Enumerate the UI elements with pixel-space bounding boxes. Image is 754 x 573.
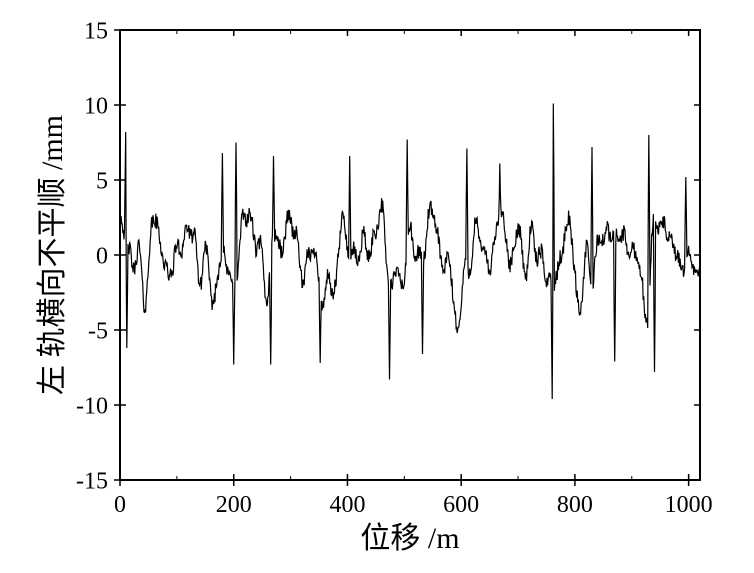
y-tick-label: 0	[96, 243, 108, 269]
y-axis-label: 左 轨横向不平顺 /mm	[36, 115, 69, 395]
y-tick-label: 15	[84, 18, 108, 44]
x-axis-label: 位移 /m	[360, 522, 459, 555]
y-tick-label: -10	[76, 393, 108, 419]
x-tick-label: 600	[443, 492, 479, 518]
x-tick-label: 200	[216, 492, 252, 518]
y-tick-label: 10	[84, 93, 108, 119]
x-tick-label: 1000	[665, 492, 713, 518]
x-tick-label: 400	[329, 492, 365, 518]
y-tick-label: -5	[88, 318, 108, 344]
x-tick-label: 800	[557, 492, 593, 518]
y-tick-label: -15	[76, 468, 108, 494]
y-tick-label: 5	[96, 168, 108, 194]
chart-container: 0 200 400 600 800 1000 位移 /m -15 -10 -5 0 5 10 15 左 轨横…	[0, 0, 754, 573]
x-tick-label: 0	[114, 492, 126, 518]
line-chart: 0 200 400 600 800 1000 位移 /m -15 -10 -5 0 5 10 15 左 轨横…	[0, 0, 754, 573]
